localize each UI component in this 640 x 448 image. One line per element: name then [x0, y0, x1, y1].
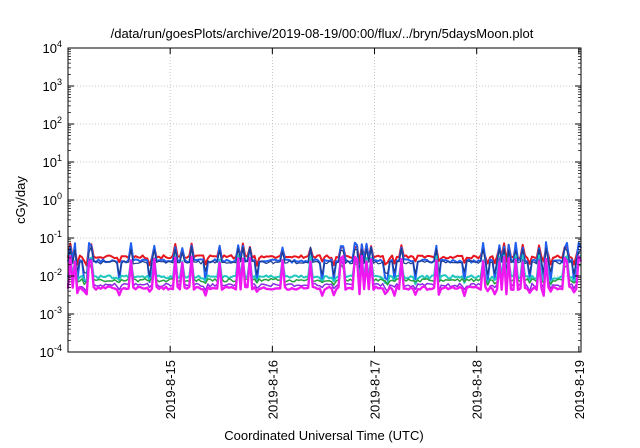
chart-title: /data/run/goesPlots/archive/2019-08-19/0… — [111, 26, 534, 41]
y-tick-label: 10-2 — [40, 267, 62, 284]
x-tick-label: 2019-8-15 — [163, 360, 178, 419]
series-line — [67, 246, 582, 277]
x-axis-label: Coordinated Universal Time (UTC) — [224, 428, 423, 443]
y-tick-label: 101 — [43, 153, 62, 170]
x-tick-label: 2019-8-16 — [265, 360, 280, 419]
y-tick-label: 104 — [43, 39, 62, 56]
plot-frame — [67, 47, 582, 353]
grid — [68, 48, 581, 352]
y-axis: 10-4 10-3 10-2 10-1 100 101 102 103 104 — [40, 39, 581, 360]
data-series — [66, 241, 583, 298]
y-tick-label: 100 — [43, 191, 62, 208]
y-axis-label: cGy/day — [13, 176, 28, 224]
x-tick-label: 2019-8-18 — [470, 360, 485, 419]
x-axis: 2019-8-15 2019-8-16 2019-8-17 2019-8-18 2019… — [163, 48, 587, 419]
series-line — [66, 254, 583, 298]
y-tick-label: 10-4 — [40, 343, 62, 360]
x-tick-label: 2019-8-17 — [368, 360, 383, 419]
y-tick-label: 10-1 — [40, 229, 62, 246]
y-tick-label: 10-3 — [40, 305, 62, 322]
y-tick-label: 102 — [43, 115, 62, 132]
y-tick-label: 103 — [43, 77, 62, 94]
x-tick-label: 2019-8-19 — [572, 360, 587, 419]
